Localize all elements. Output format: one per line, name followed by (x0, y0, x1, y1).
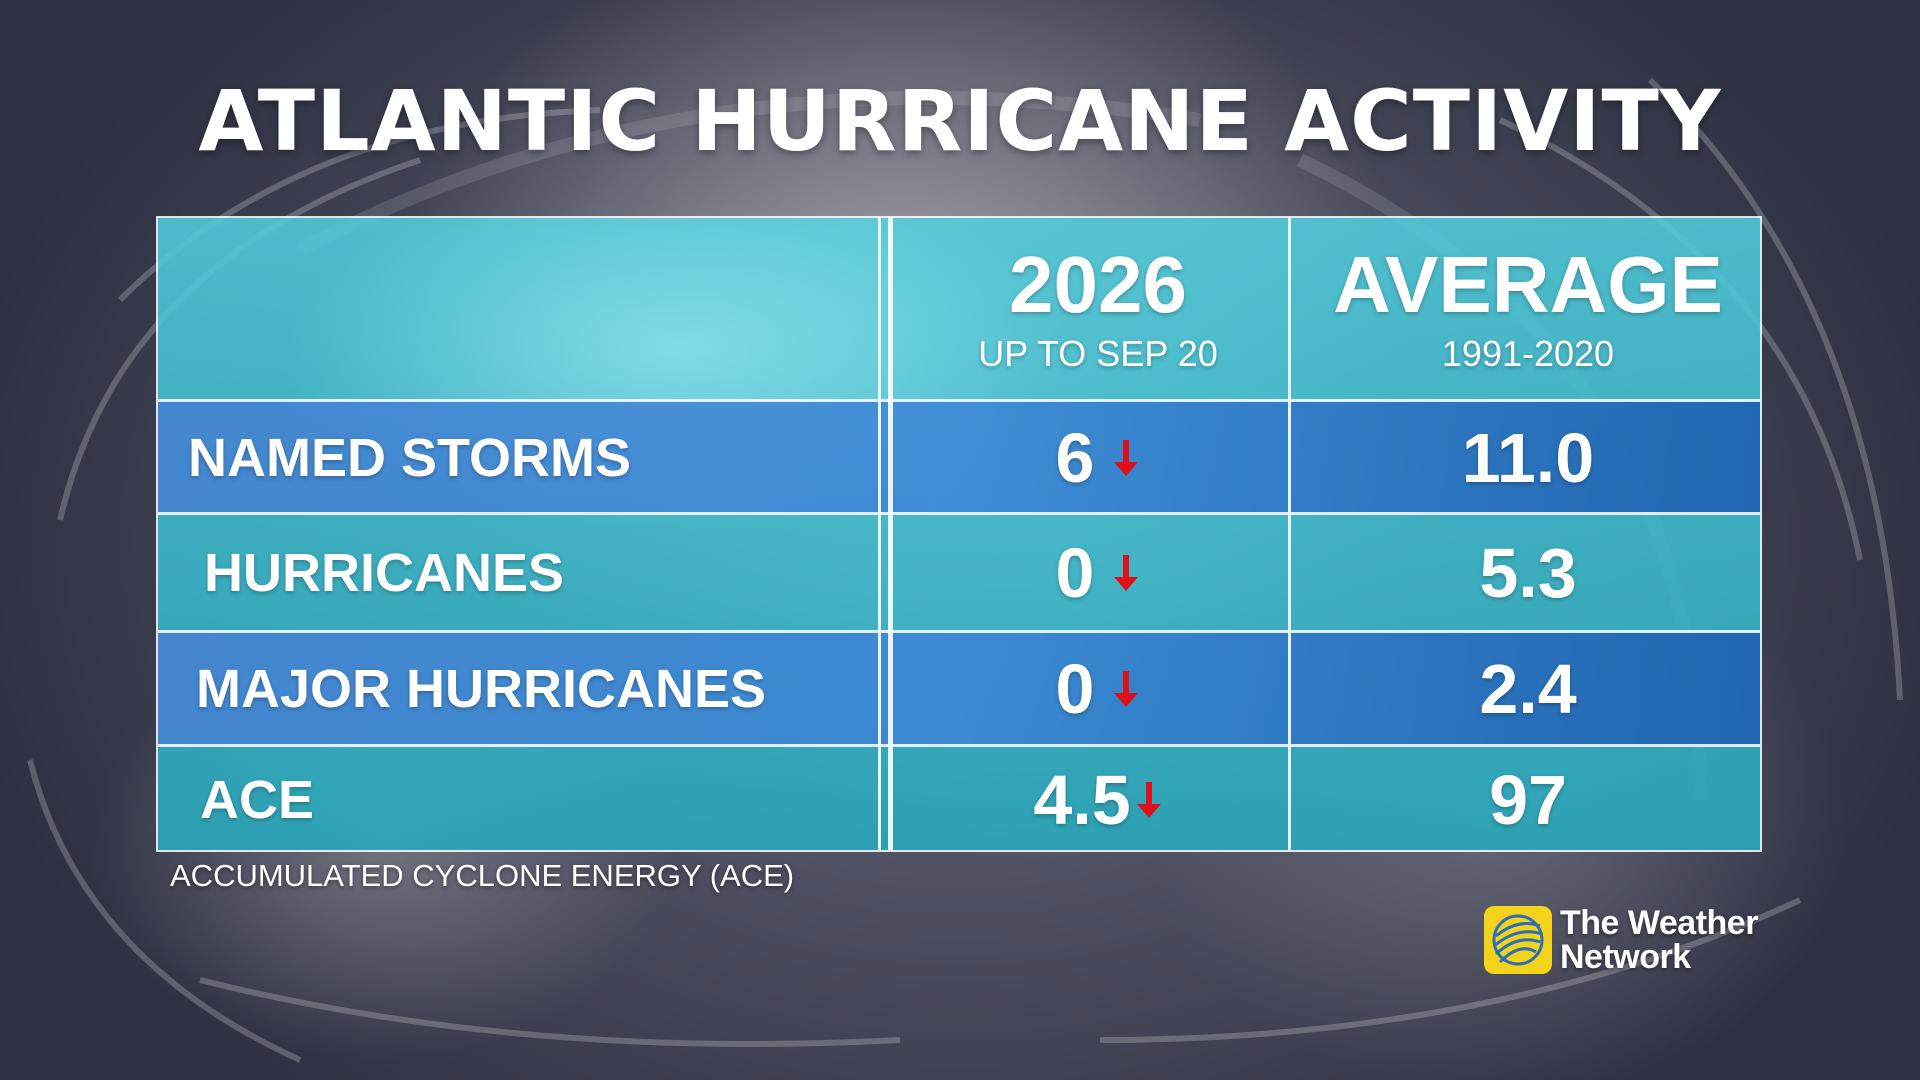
table-row: ACE 4.5 97 (158, 746, 1760, 850)
row-current-value: 0 (898, 632, 1298, 746)
row-divider (158, 744, 1760, 747)
row-label: ACE (200, 770, 315, 830)
header-average-label: AVERAGE (1333, 239, 1723, 329)
header-current-season: 2026 UP TO SEP 20 (898, 218, 1298, 401)
brand-name: The Weather Network (1560, 906, 1758, 974)
row-average-value: 11.0 (1461, 418, 1595, 497)
table-row: HURRICANES 0 5.3 (158, 514, 1760, 632)
stats-table: 2026 UP TO SEP 20 AVERAGE 1991-2020 NAME… (156, 216, 1762, 852)
brand-logo: The Weather Network (1484, 906, 1758, 974)
row-divider (158, 630, 1760, 633)
row-label: NAMED STORMS (188, 427, 632, 488)
row-label: MAJOR HURRICANES (196, 659, 767, 719)
table-row: NAMED STORMS 6 11.0 (158, 401, 1760, 514)
down-arrow-icon (1136, 782, 1161, 818)
row-current-value: 6 (898, 401, 1298, 514)
row-average-value: 5.3 (1479, 534, 1577, 612)
header-year-note: UP TO SEP 20 (978, 332, 1218, 374)
current-value-text: 0 (1055, 650, 1095, 728)
brand-line-2: Network (1560, 938, 1691, 976)
row-average-value: 97 (1489, 761, 1567, 839)
down-arrow-icon (1114, 555, 1139, 591)
header-year: 2026 (1009, 239, 1187, 329)
footnote: ACCUMULATED CYCLONE ENERGY (ACE) (170, 858, 795, 893)
table-row: MAJOR HURRICANES 0 2.4 (158, 632, 1760, 746)
column-divider (878, 218, 881, 850)
down-arrow-icon (1114, 439, 1139, 476)
brand-line-1: The Weather (1560, 904, 1758, 942)
row-divider (158, 399, 1760, 402)
current-value-text: 6 (1055, 418, 1095, 497)
page-title: ATLANTIC HURRICANE ACTIVITY (198, 72, 1722, 170)
column-divider (1288, 218, 1291, 850)
current-value-text: 4.5 (1033, 761, 1131, 839)
weather-network-logo-icon (1484, 906, 1552, 974)
current-value-text: 0 (1055, 534, 1095, 612)
header-average-note: 1991-2020 (1441, 332, 1615, 374)
row-current-value: 0 (898, 514, 1298, 632)
row-current-value: 4.5 (898, 746, 1298, 850)
row-label: HURRICANES (204, 543, 565, 603)
down-arrow-icon (1114, 671, 1139, 707)
header-average: AVERAGE 1991-2020 (1293, 218, 1760, 401)
row-average-value: 2.4 (1479, 650, 1577, 728)
table-header-row: 2026 UP TO SEP 20 AVERAGE 1991-2020 (158, 218, 1760, 401)
column-divider (888, 218, 893, 850)
row-divider (158, 512, 1760, 515)
